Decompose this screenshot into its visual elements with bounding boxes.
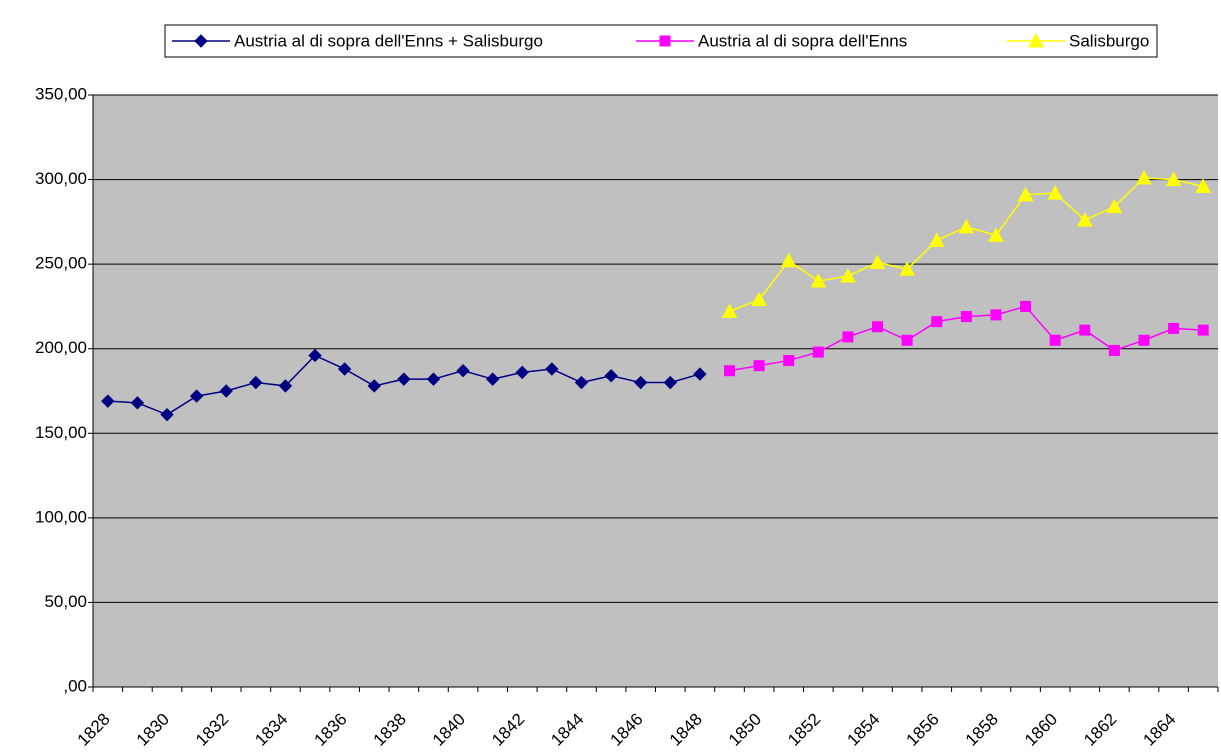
data-point: [1047, 185, 1064, 200]
data-point: [249, 375, 263, 390]
data-point: [810, 273, 827, 288]
y-tick-label: 300,00: [35, 169, 87, 188]
x-tick-label: 1840: [429, 710, 469, 750]
y-tick-label: ,00: [63, 676, 87, 695]
x-tick-label: 1864: [1139, 710, 1179, 750]
data-point: [724, 365, 736, 377]
data-point: [988, 227, 1004, 242]
data-point: [840, 267, 856, 283]
legend-label: Salisburgo: [1069, 31, 1149, 50]
data-point: [990, 309, 1002, 321]
data-point: [1017, 186, 1034, 202]
data-point: [308, 348, 322, 363]
data-point: [1136, 169, 1152, 185]
data-point: [515, 365, 529, 380]
data-point: [751, 291, 767, 307]
data-point: [1106, 198, 1123, 214]
y-tick-label: 100,00: [35, 507, 87, 526]
data-point: [160, 407, 174, 422]
data-point: [899, 261, 915, 276]
data-point: [1079, 324, 1091, 336]
x-tick-label: 1842: [488, 710, 528, 750]
data-point: [1108, 344, 1120, 356]
legend-label: Austria al di sopra dell'Enns: [698, 31, 907, 50]
data-point: [812, 346, 824, 358]
y-tick-label: 200,00: [35, 338, 87, 357]
data-point: [753, 360, 765, 372]
data-point: [367, 379, 381, 393]
plot-area: [93, 95, 1218, 687]
data-point: [721, 303, 738, 319]
data-point: [426, 372, 441, 386]
x-tick-label: 1846: [607, 710, 647, 750]
data-point: [545, 362, 559, 376]
data-point: [485, 372, 500, 386]
data-point: [780, 252, 797, 268]
data-point: [456, 363, 470, 378]
data-point: [1076, 212, 1093, 227]
data-point: [960, 311, 972, 323]
x-tick-label: 1860: [1021, 710, 1061, 750]
y-tick-label: 250,00: [35, 254, 87, 273]
x-tick-label: 1854: [843, 710, 883, 750]
x-tick-label: 1850: [725, 710, 765, 750]
data-point: [1165, 171, 1182, 187]
legend-marker: [1028, 32, 1044, 48]
data-point: [783, 355, 795, 367]
data-point: [189, 389, 204, 403]
x-tick-label: 1848: [666, 710, 706, 750]
data-point: [1138, 334, 1150, 346]
legend-marker: [194, 34, 208, 48]
data-point: [1197, 324, 1209, 336]
data-point: [872, 321, 884, 333]
data-point: [101, 394, 115, 408]
data-point: [901, 334, 913, 346]
x-tick-label: 1834: [251, 710, 291, 750]
data-point: [931, 316, 943, 328]
x-tick-label: 1856: [903, 710, 943, 750]
x-tick-label: 1844: [547, 710, 587, 750]
x-tick-label: 1830: [133, 710, 173, 750]
y-tick-label: 350,00: [35, 84, 87, 103]
x-tick-label: 1832: [192, 710, 232, 750]
data-point: [337, 362, 352, 376]
y-tick-label: 50,00: [44, 592, 87, 611]
data-point: [1168, 322, 1180, 334]
x-tick-label: 1828: [74, 710, 114, 750]
data-point: [1195, 178, 1212, 193]
data-point: [958, 218, 975, 234]
data-point: [928, 232, 945, 247]
x-tick-label: 1852: [784, 710, 824, 750]
data-point: [1020, 300, 1032, 312]
data-point: [130, 396, 145, 410]
legend-marker: [659, 35, 671, 47]
data-point: [574, 375, 589, 390]
legend-label: Austria al di sopra dell'Enns + Salisbur…: [234, 31, 543, 50]
x-tick-label: 1838: [370, 710, 410, 750]
data-point: [633, 375, 648, 390]
data-point: [604, 369, 618, 383]
data-point: [842, 331, 854, 343]
data-point: [278, 379, 293, 393]
data-point: [1049, 334, 1061, 346]
x-tick-label: 1862: [1080, 710, 1120, 750]
x-tick-label: 1836: [310, 710, 350, 750]
x-tick-label: 1858: [962, 710, 1002, 750]
data-point: [693, 367, 707, 381]
y-tick-label: 150,00: [35, 423, 87, 442]
data-point: [663, 375, 678, 390]
data-point: [869, 254, 886, 269]
data-point: [397, 372, 411, 386]
data-point: [219, 384, 233, 398]
